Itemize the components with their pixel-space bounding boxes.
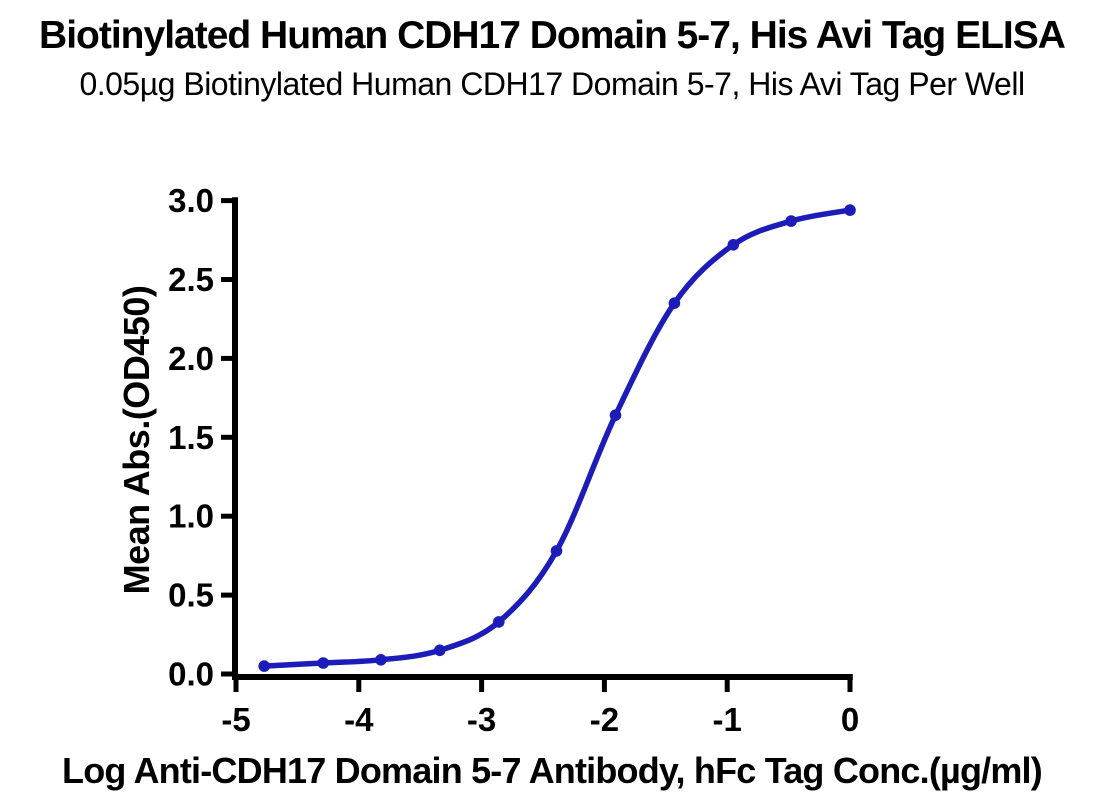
- data-point: [785, 215, 797, 227]
- x-tick-label: -5: [221, 701, 250, 738]
- data-point: [317, 657, 330, 669]
- data-point: [609, 409, 622, 422]
- y-tick-label: 2.0: [168, 340, 214, 377]
- y-tick-label: 0.5: [168, 577, 214, 614]
- data-point: [434, 644, 446, 657]
- x-tick-label: -1: [713, 701, 742, 738]
- data-point: [550, 545, 563, 557]
- y-tick-label: 3.0: [168, 182, 214, 219]
- x-tick-label: -3: [467, 701, 496, 738]
- data-point: [844, 204, 856, 216]
- data-point: [258, 660, 271, 672]
- data-point: [668, 297, 681, 310]
- fit-curve: [261, 207, 853, 669]
- data-point: [727, 239, 740, 251]
- x-tick-label: -2: [590, 701, 619, 738]
- y-axis-title: Mean Abs.(OD450): [116, 285, 157, 595]
- x-tick-label: 0: [841, 701, 859, 738]
- data-point: [375, 654, 387, 666]
- y-tick-label: 1.5: [168, 419, 214, 456]
- chart-title: Biotinylated Human CDH17 Domain 5-7, His…: [39, 14, 1066, 57]
- y-tick-label: 2.5: [168, 261, 214, 298]
- y-tick-label: 0.0: [168, 656, 214, 693]
- x-tick-label: -4: [344, 701, 374, 738]
- data-point: [493, 616, 505, 628]
- chart-subtitle: 0.05µg Biotinylated Human CDH17 Domain 5…: [79, 66, 1025, 102]
- x-axis-title: Log Anti-CDH17 Domain 5-7 Antibody, hFc …: [62, 750, 1043, 791]
- y-tick-label: 1.0: [168, 498, 214, 535]
